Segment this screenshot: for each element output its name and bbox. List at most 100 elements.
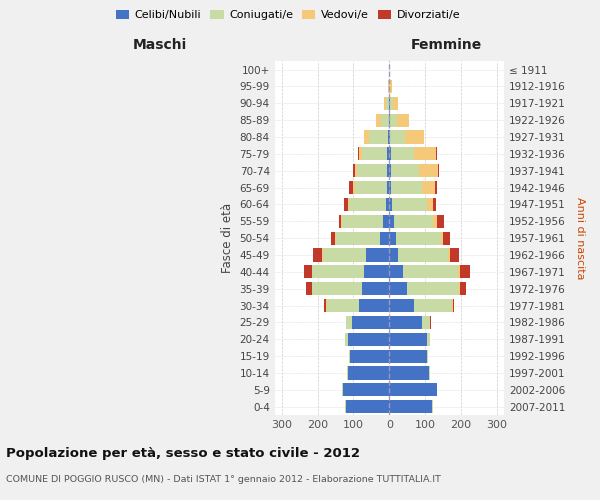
Bar (448, 248, 450, 262)
Bar (389, 350, 427, 362)
Bar (389, 96, 390, 110)
Text: Popolazione per età, sesso e stato civile - 2012: Popolazione per età, sesso e stato civil… (6, 448, 360, 460)
Bar (403, 266, 458, 278)
Bar (383, 214, 389, 228)
Bar (389, 384, 437, 396)
Bar (380, 232, 389, 244)
Bar (437, 214, 444, 228)
Bar (390, 80, 392, 93)
Bar (349, 350, 350, 362)
Bar (389, 332, 427, 346)
Bar (347, 366, 348, 380)
Bar (430, 316, 431, 329)
Legend: Celibi/Nubili, Coniugati/e, Vedovi/e, Divorziati/e: Celibi/Nubili, Coniugati/e, Vedovi/e, Di… (112, 6, 464, 25)
Bar (304, 266, 311, 278)
Bar (398, 248, 448, 262)
Bar (342, 384, 343, 396)
Bar (339, 214, 341, 228)
Bar (389, 366, 428, 380)
Bar (427, 198, 433, 211)
Bar (376, 114, 380, 126)
Bar (407, 282, 459, 296)
Bar (345, 332, 348, 346)
Bar (364, 266, 389, 278)
Bar (390, 96, 393, 110)
Bar (312, 282, 362, 296)
Text: Femmine: Femmine (411, 38, 482, 52)
Bar (358, 164, 387, 177)
Bar (419, 164, 437, 177)
Bar (389, 80, 390, 93)
Bar (460, 266, 470, 278)
Bar (453, 299, 454, 312)
Bar (397, 114, 409, 126)
Bar (391, 148, 414, 160)
Bar (389, 181, 391, 194)
Bar (380, 114, 389, 126)
Bar (443, 232, 450, 244)
Bar (388, 148, 389, 160)
Bar (433, 198, 436, 211)
Bar (422, 181, 435, 194)
Bar (386, 198, 389, 211)
Bar (389, 130, 391, 143)
Bar (387, 181, 389, 194)
Bar (388, 130, 389, 143)
Bar (324, 299, 326, 312)
Bar (335, 232, 380, 244)
Bar (350, 350, 389, 362)
Bar (414, 148, 436, 160)
Bar (415, 299, 452, 312)
Bar (389, 164, 391, 177)
Bar (311, 266, 312, 278)
Bar (331, 232, 335, 244)
Bar (387, 164, 389, 177)
Bar (389, 232, 396, 244)
Y-axis label: Anni di nascita: Anni di nascita (575, 197, 585, 280)
Bar (311, 282, 312, 296)
Bar (452, 299, 453, 312)
Bar (313, 248, 322, 262)
Bar (348, 198, 349, 211)
Bar (450, 248, 459, 262)
Bar (391, 181, 422, 194)
Bar (345, 400, 346, 413)
Bar (326, 299, 359, 312)
Bar (386, 96, 389, 110)
Bar (391, 164, 419, 177)
Bar (344, 198, 348, 211)
Bar (359, 148, 362, 160)
Bar (389, 282, 407, 296)
Bar (364, 130, 369, 143)
Bar (460, 282, 466, 296)
Bar (389, 400, 431, 413)
Bar (362, 282, 389, 296)
Bar (355, 181, 387, 194)
Bar (341, 214, 383, 228)
Text: COMUNE DI POGGIO RUSCO (MN) - Dati ISTAT 1° gennaio 2012 - Elaborazione TUTTITAL: COMUNE DI POGGIO RUSCO (MN) - Dati ISTAT… (6, 476, 441, 484)
Bar (353, 181, 355, 194)
Bar (427, 350, 428, 362)
Bar (312, 266, 364, 278)
Bar (343, 384, 389, 396)
Bar (433, 214, 437, 228)
Bar (459, 282, 460, 296)
Bar (396, 232, 440, 244)
Bar (348, 366, 389, 380)
Bar (440, 232, 443, 244)
Bar (355, 164, 358, 177)
Bar (306, 282, 311, 296)
Bar (323, 248, 366, 262)
Bar (389, 214, 394, 228)
Bar (348, 332, 389, 346)
Bar (422, 316, 430, 329)
Bar (389, 248, 398, 262)
Bar (389, 148, 391, 160)
Bar (435, 181, 437, 194)
Bar (388, 80, 389, 93)
Bar (437, 164, 439, 177)
Bar (389, 114, 390, 126)
Bar (389, 299, 415, 312)
Bar (349, 198, 386, 211)
Bar (346, 316, 352, 329)
